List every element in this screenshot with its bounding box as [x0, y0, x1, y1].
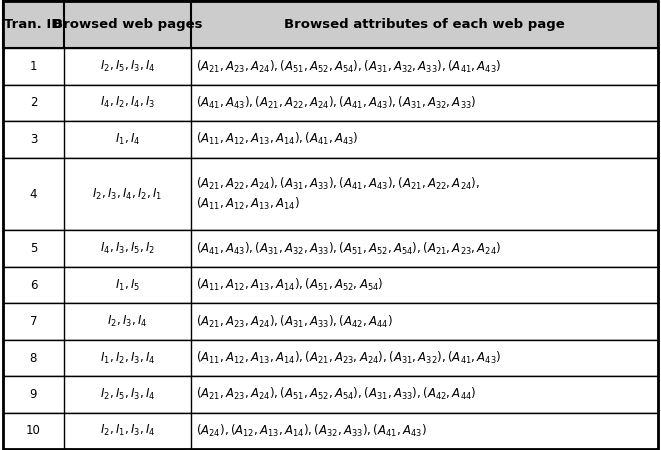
- Text: 5: 5: [30, 242, 37, 255]
- Bar: [3, 1, 658, 48]
- Text: 4: 4: [30, 188, 37, 201]
- Text: $(A_{41}, A_{43}), (A_{21}, A_{22}, A_{24}), (A_{41}, A_{43}),(A_{31}, A_{32}, A: $(A_{41}, A_{43}), (A_{21}, A_{22}, A_{2…: [196, 95, 476, 111]
- Text: $(A_{11}, A_{12}, A_{13}, A_{14})$: $(A_{11}, A_{12}, A_{13}, A_{14})$: [196, 196, 299, 212]
- Bar: [3, 158, 658, 230]
- Bar: [3, 85, 658, 121]
- Bar: [3, 121, 658, 158]
- Bar: [3, 267, 658, 303]
- Text: $I_4, I_3, I_5, I_2$: $I_4, I_3, I_5, I_2$: [100, 241, 155, 256]
- Text: $I_1, I_4$: $I_1, I_4$: [114, 132, 140, 147]
- Text: $(A_{24}), (A_{12}, A_{13}, A_{14}), (A_{32}, A_{33}), (A_{41}, A_{43})$: $(A_{24}), (A_{12}, A_{13}, A_{14}), (A_…: [196, 423, 426, 439]
- Bar: [3, 413, 658, 449]
- Text: $I_2, I_5, I_3, I_4$: $I_2, I_5, I_3, I_4$: [100, 387, 155, 402]
- Text: $(A_{21}, A_{23}, A_{24}), (A_{31}, A_{33}),( A_{42}, A_{44})$: $(A_{21}, A_{23}, A_{24}), (A_{31}, A_{3…: [196, 314, 393, 329]
- Text: $I_2, I_3, I_4, I_2, I_1$: $I_2, I_3, I_4, I_2, I_1$: [92, 186, 163, 202]
- Text: $I_4, I_2, I_4, I_3$: $I_4, I_2, I_4, I_3$: [100, 95, 155, 111]
- Text: $I_2, I_5, I_3, I_4$: $I_2, I_5, I_3, I_4$: [100, 59, 155, 74]
- Text: $I_1, I_2, I_3, I_4$: $I_1, I_2, I_3, I_4$: [100, 351, 155, 365]
- Text: $I_1, I_5$: $I_1, I_5$: [115, 278, 140, 292]
- Text: 7: 7: [30, 315, 37, 328]
- Text: Browsed web pages: Browsed web pages: [53, 18, 202, 31]
- Text: 1: 1: [30, 60, 37, 73]
- Text: 10: 10: [26, 424, 41, 437]
- Text: $(A_{11}, A_{12}, A_{13}, A_{14}), (A_{51}, A_{52}, A_{54})$: $(A_{11}, A_{12}, A_{13}, A_{14}), (A_{5…: [196, 277, 383, 293]
- Text: 8: 8: [30, 351, 37, 364]
- Text: 9: 9: [30, 388, 37, 401]
- Bar: [3, 376, 658, 413]
- Text: 3: 3: [30, 133, 37, 146]
- Text: 6: 6: [30, 279, 37, 292]
- Text: Browsed attributes of each web page: Browsed attributes of each web page: [284, 18, 564, 31]
- Text: $(A_{21}, A_{23}, A_{24}), (A_{51}, A_{52}, A_{54}), (A_{31}, A_{32}, A_{33}), (: $(A_{21}, A_{23}, A_{24}), (A_{51}, A_{5…: [196, 58, 501, 75]
- Text: $(A_{11}, A_{12}, A_{13}, A_{14}), (A_{41}, A_{43})$: $(A_{11}, A_{12}, A_{13}, A_{14}), (A_{4…: [196, 131, 358, 148]
- Text: $(A_{41}, A_{43}), (A_{31}, A_{32}, A_{33}), (A_{51}, A_{52}, A_{54}), (A_{21}, : $(A_{41}, A_{43}), (A_{31}, A_{32}, A_{3…: [196, 241, 501, 257]
- Text: $I_2, I_3, I_4$: $I_2, I_3, I_4$: [107, 314, 147, 329]
- Text: $I_2, I_1, I_3, I_4$: $I_2, I_1, I_3, I_4$: [100, 423, 155, 438]
- Text: 2: 2: [30, 96, 37, 109]
- Bar: [3, 48, 658, 85]
- Bar: [3, 230, 658, 267]
- Bar: [3, 340, 658, 376]
- Text: $(A_{11}, A_{12}, A_{13}, A_{14}), (A_{21}, A_{23}, A_{24}), (A_{31}, A_{32}), (: $(A_{11}, A_{12}, A_{13}, A_{14}), (A_{2…: [196, 350, 501, 366]
- Text: $(A_{21}, A_{23}, A_{24}), (A_{51}, A_{52}, A_{54}), (A_{31}, A_{33}), (A_{42}, : $(A_{21}, A_{23}, A_{24}), (A_{51}, A_{5…: [196, 387, 476, 402]
- Text: Tran. ID: Tran. ID: [4, 18, 63, 31]
- Bar: [3, 303, 658, 340]
- Text: $(A_{21}, A_{22}, A_{24}), (A_{31}, A_{33}), (A_{41}, A_{43}), (A_{21}, A_{22}, : $(A_{21}, A_{22}, A_{24}), (A_{31}, A_{3…: [196, 176, 480, 192]
